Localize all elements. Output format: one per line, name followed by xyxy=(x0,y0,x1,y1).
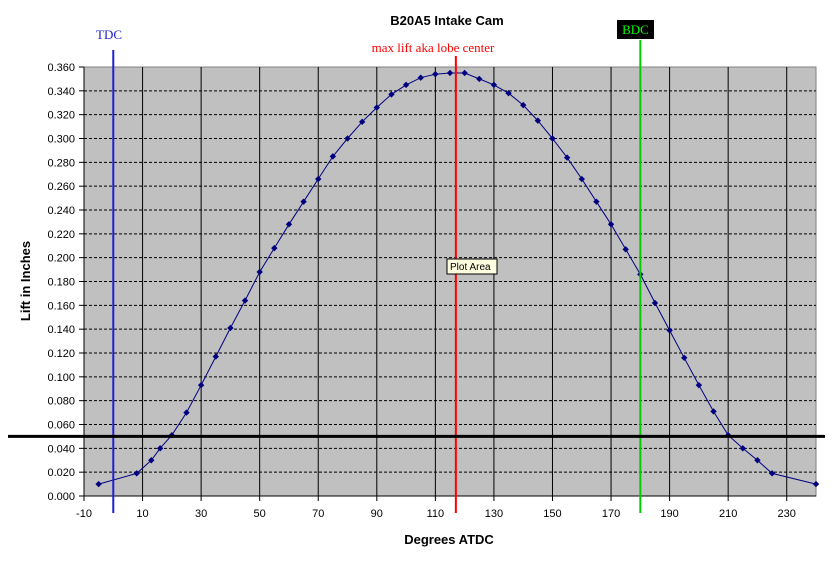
x-axis-ticks: -10 10 30 50 70 90 110 130 150 170 190 210 230 xyxy=(76,496,796,520)
data-point xyxy=(476,75,483,83)
data-point xyxy=(549,135,556,142)
data-point xyxy=(593,198,600,205)
bdc-label: BDC xyxy=(622,22,649,37)
plot-area-tooltip: Plot Area xyxy=(450,262,491,273)
data-point xyxy=(197,381,205,389)
data-point xyxy=(133,470,140,477)
max-lift-label: max lift aka lobe center xyxy=(372,40,495,55)
data-point xyxy=(812,480,820,488)
data-point xyxy=(156,445,164,452)
data-point xyxy=(681,354,688,361)
lift-series xyxy=(95,69,820,488)
data-point xyxy=(563,154,571,161)
y-tick-label: 0.320 xyxy=(47,110,75,122)
data-point xyxy=(315,175,322,183)
data-point xyxy=(285,221,293,228)
x-tick-label: 110 xyxy=(427,508,445,520)
x-tick-label: 130 xyxy=(485,508,503,520)
data-point xyxy=(446,69,454,77)
data-point xyxy=(622,246,629,253)
y-tick-label: 0.160 xyxy=(47,300,75,312)
x-tick-label: 90 xyxy=(371,508,383,520)
y-tick-label: 0.100 xyxy=(47,372,75,384)
data-point xyxy=(461,69,468,77)
data-point xyxy=(373,104,380,111)
data-point xyxy=(227,324,234,332)
data-point xyxy=(388,91,395,98)
chart-title: B20A5 Intake Cam xyxy=(390,13,503,28)
x-tick-label: 50 xyxy=(254,508,266,520)
y-tick-label: 0.280 xyxy=(47,157,75,169)
y-axis-ticks: 0.000 0.020 0.040 0.060 0.080 0.100 0.120 0.140… xyxy=(47,62,84,503)
y-tick-label: 0.000 xyxy=(47,491,75,503)
y-tick-label: 0.060 xyxy=(47,420,75,432)
x-tick-label: 70 xyxy=(312,508,324,520)
data-point xyxy=(768,470,776,477)
y-tick-label: 0.360 xyxy=(47,62,75,74)
x-tick-label: -10 xyxy=(76,508,92,520)
x-tick-label: 230 xyxy=(778,508,796,520)
y-tick-label: 0.180 xyxy=(47,277,75,289)
y-tick-label: 0.220 xyxy=(47,229,75,241)
data-point xyxy=(520,101,527,109)
data-point xyxy=(95,480,102,488)
y-tick-label: 0.200 xyxy=(47,253,75,265)
data-point xyxy=(651,299,659,307)
data-point xyxy=(710,408,717,415)
x-tick-label: 190 xyxy=(660,508,678,520)
bdc-label-box xyxy=(617,20,654,39)
data-point xyxy=(183,409,190,416)
data-point xyxy=(241,297,249,304)
y-tick-label: 0.240 xyxy=(47,205,75,217)
y-tick-label: 0.040 xyxy=(47,443,75,455)
x-tick-label: 10 xyxy=(136,508,148,520)
y-tick-label: 0.140 xyxy=(47,324,75,336)
plot-area-tooltip-box xyxy=(446,258,498,275)
y-tick-label: 0.300 xyxy=(47,134,75,146)
data-point xyxy=(329,153,337,160)
data-point xyxy=(534,117,542,124)
data-point xyxy=(666,327,673,334)
data-point xyxy=(271,244,278,252)
gridlines xyxy=(83,67,816,497)
data-point xyxy=(256,268,263,276)
y-tick-label: 0.080 xyxy=(47,396,75,408)
data-point xyxy=(212,353,219,360)
data-point xyxy=(148,457,155,464)
data-point xyxy=(739,445,746,452)
data-point xyxy=(754,457,761,464)
y-tick-label: 0.020 xyxy=(47,467,75,479)
y-tick-label: 0.120 xyxy=(47,348,75,360)
data-point xyxy=(490,81,498,89)
data-point xyxy=(607,221,615,228)
x-tick-label: 30 xyxy=(195,508,207,520)
data-point xyxy=(432,70,439,78)
data-point xyxy=(578,175,585,183)
data-point xyxy=(402,81,410,89)
x-tick-label: 210 xyxy=(719,508,737,520)
x-tick-label: 170 xyxy=(602,508,620,520)
y-tick-label: 0.260 xyxy=(47,181,75,193)
data-point xyxy=(300,198,307,205)
y-axis-title: Lift in Inches xyxy=(18,241,33,321)
data-point xyxy=(358,118,366,126)
data-point xyxy=(417,74,424,81)
x-axis-title: Degrees ATDC xyxy=(404,532,494,547)
data-point xyxy=(505,90,512,97)
data-point xyxy=(344,135,351,142)
x-tick-label: 150 xyxy=(543,508,561,520)
y-tick-label: 0.340 xyxy=(47,86,75,98)
data-point xyxy=(695,381,703,389)
tdc-label: TDC xyxy=(96,27,122,42)
